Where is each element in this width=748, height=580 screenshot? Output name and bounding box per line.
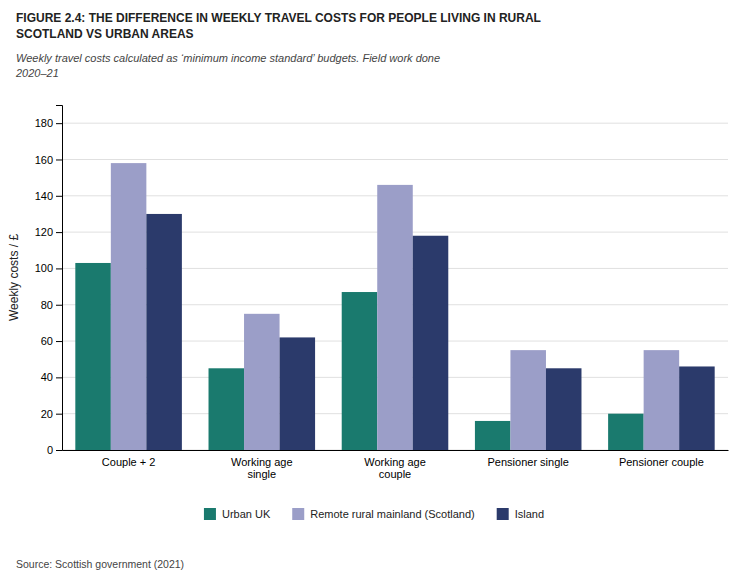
y-tick-label: 40: [41, 371, 53, 383]
bar: [475, 421, 511, 450]
bar: [377, 185, 413, 450]
text-line: single: [247, 468, 276, 480]
y-axis: 0 20 40 60 80 100 120 140 160 180: [35, 106, 63, 457]
y-tick: 40: [41, 371, 62, 383]
x-tick-label: Pensioner single: [488, 456, 569, 468]
x-tick: Working agesingle: [231, 456, 293, 481]
x-tick: Working agecouple: [364, 456, 426, 481]
bar: [679, 366, 715, 450]
y-tick: 60: [41, 335, 62, 347]
y-tick-mark: [56, 414, 62, 415]
subtitle: Weekly travel costs calculated as ‘minim…: [15, 52, 440, 79]
bar: [644, 350, 680, 450]
bar: [608, 414, 644, 450]
y-tick-mark: [56, 159, 62, 160]
y-tick: 160: [35, 153, 62, 165]
bar: [342, 292, 378, 450]
y-tick-label: 180: [35, 117, 53, 129]
legend-label: Remote rural mainland (Scotland): [310, 508, 474, 520]
text-line: Pensioner single: [488, 456, 569, 468]
legend-swatch: [204, 508, 216, 520]
annotation: Source: Scottish government (2021): [16, 558, 184, 570]
y-tick-label: 60: [41, 335, 53, 347]
bars: [75, 163, 714, 450]
chart-container: FIGURE 2.4: THE DIFFERENCE IN WEEKLY TRA…: [0, 0, 748, 580]
grid-line: [62, 159, 728, 160]
y-tick: 0: [47, 444, 62, 456]
bar: [546, 368, 582, 450]
bar: [510, 350, 546, 450]
y-tick: 100: [35, 262, 62, 274]
x-axis-line: [63, 450, 729, 451]
x-tick: Couple + 2: [102, 456, 156, 468]
bar: [280, 337, 316, 450]
y-tick-mark: [56, 123, 62, 124]
legend-swatch: [292, 508, 304, 520]
y-tick: 20: [41, 408, 62, 420]
bar: [244, 314, 280, 450]
legend-label: Urban UK: [222, 508, 271, 520]
text-line: Pensioner couple: [619, 456, 704, 468]
y-axis-line: [56, 106, 63, 451]
legend-item: Remote rural mainland (Scotland): [292, 508, 474, 520]
y-tick: 180: [35, 117, 62, 129]
legend-swatch: [497, 508, 509, 520]
y-tick-mark: [56, 450, 62, 451]
text-line: FIGURE 2.4: THE DIFFERENCE IN WEEKLY TRA…: [16, 11, 541, 25]
y-tick-mark: [56, 268, 62, 269]
bar-series: [111, 163, 679, 450]
text-line: SCOTLAND VS URBAN AREAS: [16, 27, 194, 41]
chart-svg: FIGURE 2.4: THE DIFFERENCE IN WEEKLY TRA…: [0, 0, 748, 580]
x-tick-label: Couple + 2: [102, 456, 156, 468]
x-tick: Pensioner single: [488, 456, 569, 468]
x-tick-label: Pensioner couple: [619, 456, 704, 468]
y-tick-mark: [56, 377, 62, 378]
x-tick: Pensioner couple: [619, 456, 704, 468]
y-tick-mark: [56, 196, 62, 197]
y-axis-title: Weekly costs / £: [7, 234, 21, 321]
y-tick-label: 20: [41, 408, 53, 420]
text-line: Couple + 2: [102, 456, 156, 468]
bar: [209, 368, 245, 450]
legend-label: Island: [515, 508, 544, 520]
y-tick-label: 80: [41, 299, 53, 311]
plot: 0 20 40 60 80 100 120 140 160 180 Couple + 2 Workin…: [35, 106, 729, 481]
x-tick-label: Working agecouple: [364, 456, 426, 481]
title: FIGURE 2.4: THE DIFFERENCE IN WEEKLY TRA…: [16, 11, 541, 41]
legend-item: Island: [497, 508, 544, 520]
legend-item: Urban UK: [204, 508, 271, 520]
bar: [413, 236, 449, 450]
y-tick-mark: [56, 232, 62, 233]
text-line: Working age: [364, 456, 426, 468]
x-tick-label: Working agesingle: [231, 456, 293, 481]
text-line: couple: [379, 468, 411, 480]
y-tick-mark: [56, 305, 62, 306]
y-tick-label: 140: [35, 190, 53, 202]
legend: Urban UK Remote rural mainland (Scotland)…: [204, 508, 544, 520]
bar-series: [146, 214, 714, 450]
bar: [146, 214, 182, 450]
y-tick: 120: [35, 226, 62, 238]
y-tick-label: 120: [35, 226, 53, 238]
y-tick: 80: [41, 299, 62, 311]
y-tick-label: 100: [35, 262, 53, 274]
x-axis: Couple + 2Working agesingleWorking ageco…: [63, 451, 729, 481]
grid: [62, 123, 728, 450]
grid-line: [62, 123, 728, 124]
bar: [111, 163, 147, 450]
bar: [75, 263, 111, 450]
text-line: Working age: [231, 456, 293, 468]
text-line: Weekly travel costs calculated as ‘minim…: [16, 52, 440, 64]
y-tick-label: 0: [47, 444, 53, 456]
y-tick-mark: [56, 341, 62, 342]
text-line: 2020–21: [15, 67, 59, 79]
y-tick-label: 160: [35, 153, 53, 165]
y-tick: 140: [35, 190, 62, 202]
